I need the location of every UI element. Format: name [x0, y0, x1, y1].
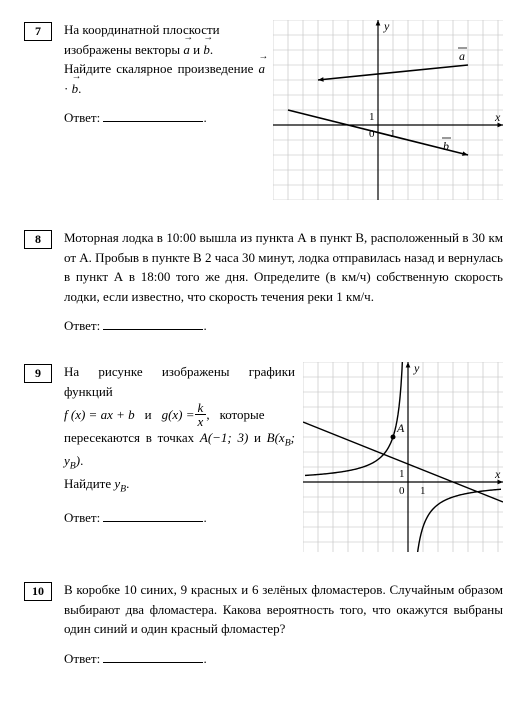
text-fragment: и [254, 430, 267, 445]
problem-7: 7 На координатной плоскости изображены в… [24, 20, 503, 200]
fraction-num: k [195, 401, 207, 415]
svg-text:y: y [383, 20, 390, 33]
vector-b: b [203, 40, 210, 60]
problem-row: На координатной плоскости изображены век… [64, 20, 503, 200]
svg-text:b: b [443, 139, 449, 153]
svg-text:A: A [396, 421, 405, 435]
figure-9: x y 0 1 1 A [303, 362, 503, 552]
svg-text:1: 1 [420, 485, 426, 497]
point-B: B(x [267, 430, 285, 445]
answer-label: Ответ: [64, 651, 103, 666]
answer-blank[interactable] [103, 108, 203, 122]
svg-text:1: 1 [369, 111, 375, 123]
fx-expr: f (x) = ax + b [64, 405, 135, 425]
answer-blank[interactable] [103, 508, 203, 522]
problem-text: В коробке 10 синих, 9 красных и 6 зелёны… [64, 580, 503, 639]
figure-7: xy011ab [273, 20, 503, 200]
vector-a: a [183, 40, 190, 60]
svg-text:0: 0 [399, 485, 405, 497]
text-fragment: . [126, 476, 129, 491]
answer-blank[interactable] [103, 649, 203, 663]
problem-body: На координатной плоскости изображены век… [64, 20, 503, 200]
vector-b: b [72, 79, 79, 99]
answer-line: Ответ: . [64, 316, 503, 334]
text-fragment: пересекаются в точках [64, 430, 200, 445]
answer-label: Ответ: [64, 510, 103, 525]
text-fragment: изображены векторы [64, 42, 183, 57]
problem-body: В коробке 10 синих, 9 красных и 6 зелёны… [64, 580, 503, 667]
text-line: На координатной плоскости [64, 20, 220, 40]
svg-text:y: y [413, 362, 420, 375]
gx-expr: g(x) = [162, 405, 195, 425]
answer-line: Ответ: . [64, 649, 503, 667]
problem-8: 8 Моторная лодка в 10:00 вышла из пункта… [24, 228, 503, 334]
text-fragment: Найдите скалярное произведение [64, 61, 259, 76]
problem-row: На рисунке изображены графики функций f … [64, 362, 503, 552]
text-fragment: Найдите [64, 476, 114, 491]
problem-number: 9 [24, 364, 52, 383]
problem-number: 8 [24, 230, 52, 249]
text-fragment: которые [220, 405, 265, 425]
vector-a: a [259, 59, 266, 79]
text-fragment: и [145, 405, 152, 425]
svg-text:1: 1 [399, 468, 405, 480]
text-line: На рисунке изображены графики функций [64, 362, 295, 401]
grid-plot: xy011ab [273, 20, 503, 200]
problem-text: Моторная лодка в 10:00 вышла из пункта А… [64, 228, 503, 306]
answer-blank[interactable] [103, 316, 203, 330]
problem-number: 7 [24, 22, 52, 41]
problem-body: Моторная лодка в 10:00 вышла из пункта А… [64, 228, 503, 334]
answer-label: Ответ: [64, 110, 103, 125]
problem-text: На координатной плоскости изображены век… [64, 20, 265, 200]
text-fragment: , [206, 405, 209, 425]
text-fragment: и [193, 42, 203, 57]
dot: · [64, 81, 72, 96]
answer-label: Ответ: [64, 318, 103, 333]
text-fragment: . [203, 510, 206, 525]
problem-number: 10 [24, 582, 52, 601]
problem-10: 10 В коробке 10 синих, 9 красных и 6 зел… [24, 580, 503, 667]
svg-text:x: x [494, 110, 501, 124]
problem-body: На рисунке изображены графики функций f … [64, 362, 503, 552]
point-A: A(−1; 3) [200, 430, 248, 445]
svg-text:x: x [494, 467, 501, 481]
fraction-den: x [195, 415, 207, 428]
text-fragment: . [80, 453, 83, 468]
text-fragment: . [203, 110, 206, 125]
svg-text:1: 1 [390, 128, 396, 140]
problem-9: 9 На рисунке изображены графики функций … [24, 362, 503, 552]
answer-line: Ответ: . [64, 108, 265, 128]
grid-plot: x y 0 1 1 A [303, 362, 503, 552]
svg-text:a: a [459, 49, 465, 63]
problem-text: На рисунке изображены графики функций f … [64, 362, 295, 552]
answer-line: Ответ: . [64, 508, 295, 528]
